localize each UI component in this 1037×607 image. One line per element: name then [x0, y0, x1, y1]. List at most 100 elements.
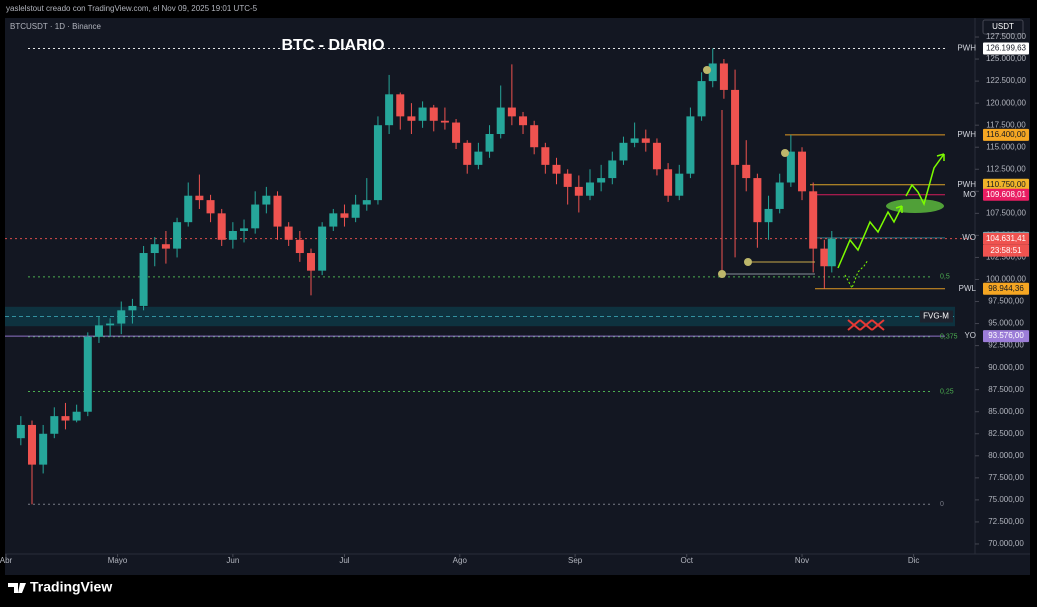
chart-title: BTC - DIARIO	[281, 37, 384, 54]
candle-body	[161, 244, 170, 249]
candle-body	[820, 248, 829, 267]
fib-label: 0,375	[940, 334, 958, 341]
level-name: WO	[962, 233, 976, 242]
candle-body	[597, 178, 606, 183]
candle-body	[775, 182, 784, 209]
candle-body	[373, 125, 382, 201]
price-box	[983, 178, 1029, 191]
candle-body	[340, 213, 349, 218]
y-tick-label: 75.000,00	[988, 495, 1024, 504]
candle-body	[786, 151, 795, 183]
price-box	[983, 282, 1029, 295]
y-tick-label: 80.000,00	[988, 451, 1024, 460]
y-tick-label: 97.500,00	[988, 297, 1024, 306]
candle-body	[753, 178, 762, 223]
fvg-label-box	[920, 310, 953, 323]
y-tick-label: 70.000,00	[988, 539, 1024, 548]
y-tick-label: 100.000,00	[986, 275, 1027, 284]
level-name: PWH	[957, 130, 976, 139]
x-tick-label: Sep	[568, 556, 583, 565]
candle-body	[585, 182, 594, 196]
candle-body	[452, 122, 461, 143]
y-tick-label: 122.500,00	[986, 76, 1027, 85]
candle-body	[608, 160, 617, 179]
x-tick-label: Jun	[226, 556, 239, 565]
candle-body	[206, 200, 215, 214]
overlay	[703, 66, 945, 331]
y-tick-label: 92.500,00	[988, 341, 1024, 350]
price-label: 93.576,00	[988, 331, 1024, 340]
projection-arrow	[905, 153, 945, 207]
arrow-head	[936, 153, 945, 161]
candle-body	[83, 336, 92, 412]
candle-body	[139, 253, 148, 306]
y-tick-label: 107.500,00	[986, 208, 1027, 217]
candle-body	[827, 238, 836, 267]
plot	[5, 47, 975, 505]
target-ellipse	[886, 199, 944, 213]
candle-body	[652, 142, 661, 170]
x-tick-label: Dic	[908, 556, 920, 565]
candle-body	[396, 94, 405, 117]
creator-note: yaslelstout creado con TradingView.com, …	[6, 4, 258, 13]
price-box	[983, 42, 1029, 55]
candle-body	[619, 142, 628, 161]
candle-body	[385, 94, 394, 126]
logo-mark	[8, 583, 26, 593]
candle-body	[72, 411, 81, 421]
pivot-marker	[744, 258, 752, 266]
price-label: 98.944,36	[988, 284, 1024, 293]
candle-body	[440, 120, 449, 123]
candle-body	[507, 107, 516, 117]
currency[interactable]: USDT	[992, 22, 1014, 31]
brand: TradingView	[30, 579, 112, 595]
y-tick-label: 125.000,00	[986, 54, 1027, 63]
projection-arrow	[844, 259, 869, 290]
candle-body	[552, 164, 561, 174]
candle-body	[686, 116, 695, 174]
candle-body	[664, 169, 673, 196]
y-tick-label: 85.000,00	[988, 407, 1024, 416]
fib-label: 0,5	[940, 274, 950, 281]
level-name: YO	[964, 331, 976, 340]
currency-box[interactable]	[982, 19, 1024, 35]
candle-body	[485, 134, 494, 152]
countdown-box	[983, 244, 1029, 257]
y-tick-label: 77.500,00	[988, 473, 1024, 482]
x-tick-label: Nov	[795, 556, 809, 565]
candle-body	[27, 424, 36, 465]
candle-body	[630, 138, 639, 143]
candle-body	[742, 164, 751, 179]
candle-body	[61, 416, 70, 421]
candle-body	[150, 244, 159, 254]
candle-body	[519, 116, 528, 126]
y-tick-label: 115.000,00	[986, 142, 1026, 151]
candle-body	[329, 213, 338, 227]
candle-body	[251, 204, 260, 229]
candle-body	[306, 253, 315, 271]
candle-body	[809, 191, 818, 249]
x-tick-label: Mayo	[108, 556, 128, 565]
candle-body	[284, 226, 293, 240]
chart-background	[5, 18, 1030, 575]
candle-body	[764, 208, 773, 223]
candle-body	[697, 81, 706, 117]
fib-label: 0	[940, 501, 944, 508]
price-box	[983, 232, 1029, 245]
price-label: 109.608,01	[986, 190, 1027, 199]
price-box	[983, 330, 1029, 343]
candle-body	[273, 195, 282, 227]
candle-body	[541, 147, 550, 165]
candle-body	[407, 116, 416, 121]
candle-body	[184, 195, 193, 223]
candle-body	[675, 173, 684, 196]
level-name: PWH	[957, 180, 976, 189]
candle-body	[39, 433, 48, 465]
candle-body	[217, 213, 226, 240]
y-tick-label: 102.500,00	[986, 253, 1027, 262]
candle-body	[173, 222, 182, 249]
y-tick-label: 127.500,00	[986, 32, 1027, 41]
candle-body	[195, 195, 204, 201]
candle-body	[798, 151, 807, 192]
level-name: PWL	[959, 284, 977, 293]
